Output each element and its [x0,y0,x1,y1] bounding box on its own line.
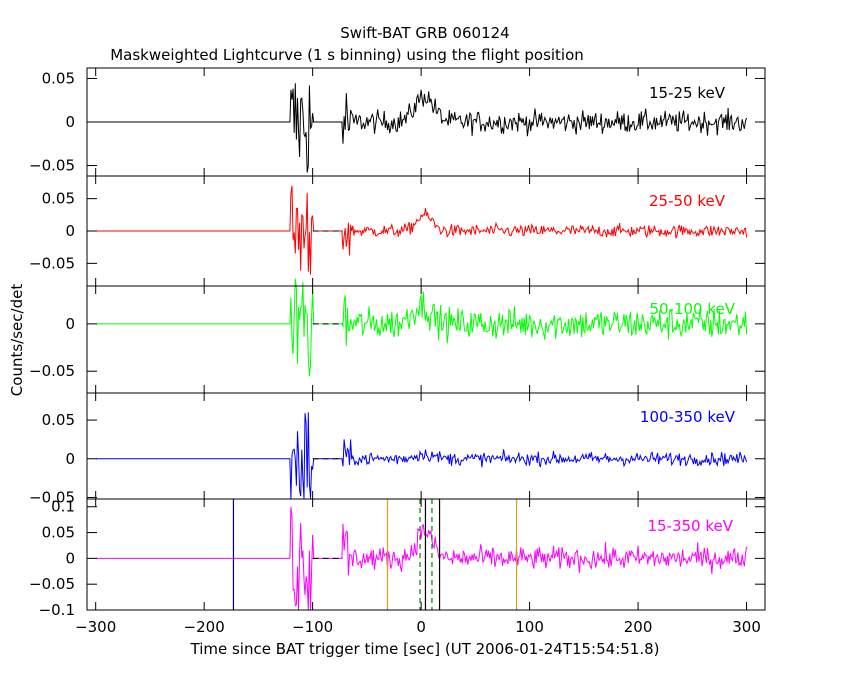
x-tick-label: −200 [184,618,225,636]
band-label: 15-25 keV [649,84,726,102]
y-tick-label: −0.05 [29,488,75,506]
chart-subtitle: Maskweighted Lightcurve (1 s binning) us… [110,46,584,64]
y-tick-label: 0.05 [42,524,75,542]
y-tick-label: 0.05 [42,411,75,429]
y-tick-label: −0.05 [29,157,75,175]
y-tick-label: −0.05 [29,575,75,593]
series-line [95,506,748,611]
x-tick-label: 0 [416,618,426,636]
band-label: 100-350 keV [640,408,736,426]
band-label: 15-350 keV [647,517,733,535]
y-tick-label: −0.1 [39,601,75,619]
panel-1: −0.05 0 0.05 25-50 keV [29,175,766,287]
y-tick-label: 0 [65,549,75,567]
panel-frame [86,498,766,611]
x-tick-label: −300 [75,618,116,636]
y-axis-label: Counts/sec/det [8,284,26,397]
x-tick-label: 200 [624,618,653,636]
y-tick-label: 0.05 [42,190,75,208]
y-tick-label: 0.1 [51,498,75,516]
y-tick-label: 0 [65,222,75,240]
series-line [95,412,748,500]
series-line [95,83,748,173]
x-axis-label: Time since BAT trigger time [sec] (UT 20… [190,640,660,658]
panel-3: −0.05 0 0.05 100-350 keV [29,392,766,506]
panel-0: −0.05 0 0.05 15-25 keV [29,67,766,177]
x-tick-label: 300 [732,618,761,636]
y-tick-label: −0.05 [29,362,75,380]
x-tick-label: 100 [515,618,544,636]
y-tick-label: −0.05 [29,254,75,272]
series-line [95,278,748,377]
y-tick-label: 0 [65,315,75,333]
panel-4: −0.1 −0.05 0 0.05 0.1 15-350 keV [29,498,766,619]
x-tick-label: −100 [292,618,333,636]
panel-2: −0.05 0 50-100 keV [29,278,766,394]
band-label: 50-100 keV [649,300,735,318]
chart-title: Swift-BAT GRB 060124 [340,24,509,42]
y-tick-label: 0 [65,113,75,131]
band-label: 25-50 keV [649,192,726,210]
y-tick-label: 0.05 [42,69,75,87]
y-tick-label: 0 [65,450,75,468]
series-line [95,185,748,275]
